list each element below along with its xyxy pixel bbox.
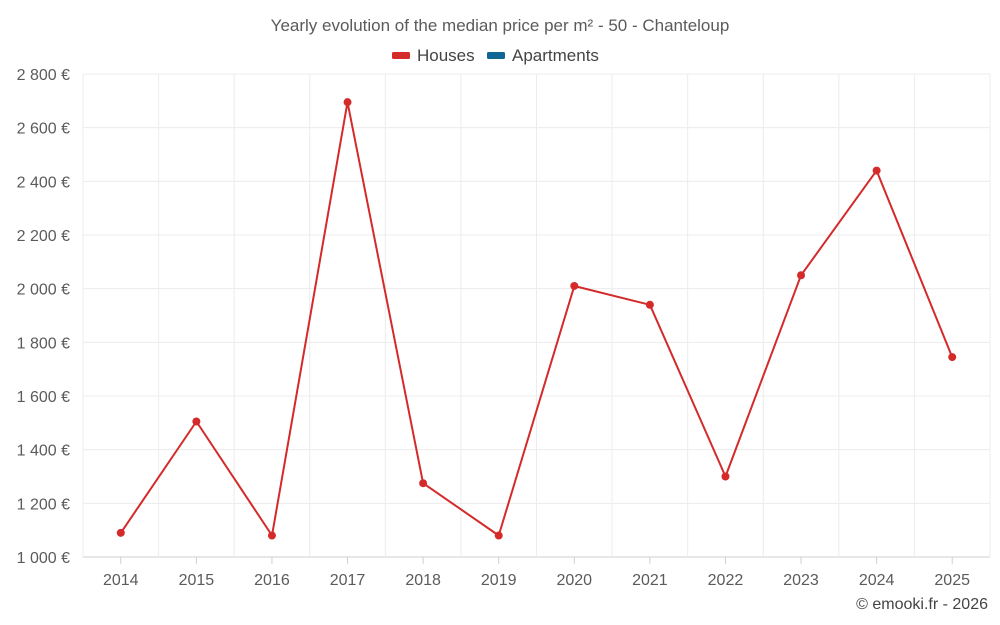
- credit-text: © emooki.fr - 2026: [856, 596, 988, 613]
- x-tick-label: 2014: [103, 572, 139, 589]
- data-point-houses-2017: [343, 98, 352, 107]
- legend-label-apartments: Apartments: [512, 46, 599, 65]
- chart-title: Yearly evolution of the median price per…: [271, 16, 730, 35]
- legend-label-houses: Houses: [417, 46, 475, 65]
- y-tick-label: 1 400 €: [17, 443, 70, 460]
- y-tick-label: 1 800 €: [17, 335, 70, 352]
- x-tick-label: 2019: [481, 572, 517, 589]
- x-tick-label: 2025: [934, 572, 970, 589]
- x-tick-label: 2017: [330, 572, 366, 589]
- y-axis: 1 000 € 1 200 € 1 400 € 1 600 € 1 800 € 2 000…: [17, 67, 70, 567]
- y-tick-label: 1 200 €: [17, 496, 70, 513]
- y-tick-label: 1 600 €: [17, 389, 70, 406]
- legend-item-apartments[interactable]: Apartments: [487, 46, 599, 65]
- y-tick-label: 1 000 €: [17, 550, 70, 567]
- data-point-houses-2024: [872, 166, 881, 175]
- data-point-houses-2023: [797, 271, 806, 280]
- y-tick-label: 2 600 €: [17, 121, 70, 138]
- grid-lines: [82, 73, 991, 558]
- data-point-houses-2014: [116, 528, 125, 537]
- y-tick-label: 2 200 €: [17, 228, 70, 245]
- legend-item-houses[interactable]: Houses: [392, 46, 475, 65]
- data-point-houses-2016: [267, 531, 276, 540]
- x-tick-label: 2023: [783, 572, 819, 589]
- x-tick-label: 2020: [556, 572, 592, 589]
- data-point-houses-2022: [721, 472, 730, 481]
- x-tick-label: 2016: [254, 572, 290, 589]
- y-tick-label: 2 800 €: [17, 67, 70, 84]
- x-tick-label: 2021: [632, 572, 668, 589]
- data-point-houses-2019: [494, 531, 503, 540]
- data-point-houses-2025: [948, 353, 957, 362]
- legend-swatch-apartments: [487, 52, 505, 59]
- legend-swatch-houses: [392, 52, 410, 59]
- data-point-houses-2021: [645, 300, 654, 309]
- data-point-houses-2020: [570, 281, 579, 290]
- y-tick-label: 2 000 €: [17, 282, 70, 299]
- x-tick-label: 2024: [859, 572, 895, 589]
- x-tick-label: 2018: [405, 572, 441, 589]
- data-point-houses-2015: [192, 417, 201, 426]
- x-axis: 2014 2015 2016 2017 2018 2019 2020 2021 2022 2023…: [103, 557, 970, 589]
- legend: Houses Apartments: [392, 46, 599, 65]
- series-line-houses: [119, 101, 954, 537]
- y-tick-label: 2 400 €: [17, 174, 70, 191]
- data-point-houses-2018: [419, 479, 428, 488]
- x-tick-label: 2015: [179, 572, 215, 589]
- series-houses: [116, 98, 957, 540]
- x-tick-label: 2022: [708, 572, 744, 589]
